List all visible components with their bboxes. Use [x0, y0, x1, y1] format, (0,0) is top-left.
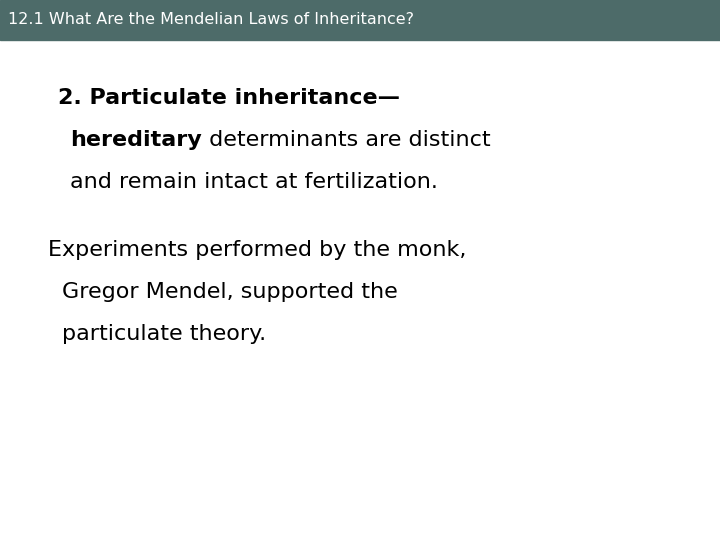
- Bar: [0, 0, 720, 40]
- Text: Experiments performed by the monk,: Experiments performed by the monk,: [48, 240, 467, 260]
- Text: determinants are distinct: determinants are distinct: [202, 130, 490, 150]
- Text: and remain intact at fertilization.: and remain intact at fertilization.: [70, 172, 438, 192]
- Text: 2. Particulate inheritance—: 2. Particulate inheritance—: [58, 88, 400, 108]
- Text: hereditary: hereditary: [70, 130, 202, 150]
- Text: 12.1 What Are the Mendelian Laws of Inheritance?: 12.1 What Are the Mendelian Laws of Inhe…: [8, 12, 414, 28]
- Text: Gregor Mendel, supported the: Gregor Mendel, supported the: [62, 282, 397, 302]
- Text: particulate theory.: particulate theory.: [62, 324, 266, 344]
